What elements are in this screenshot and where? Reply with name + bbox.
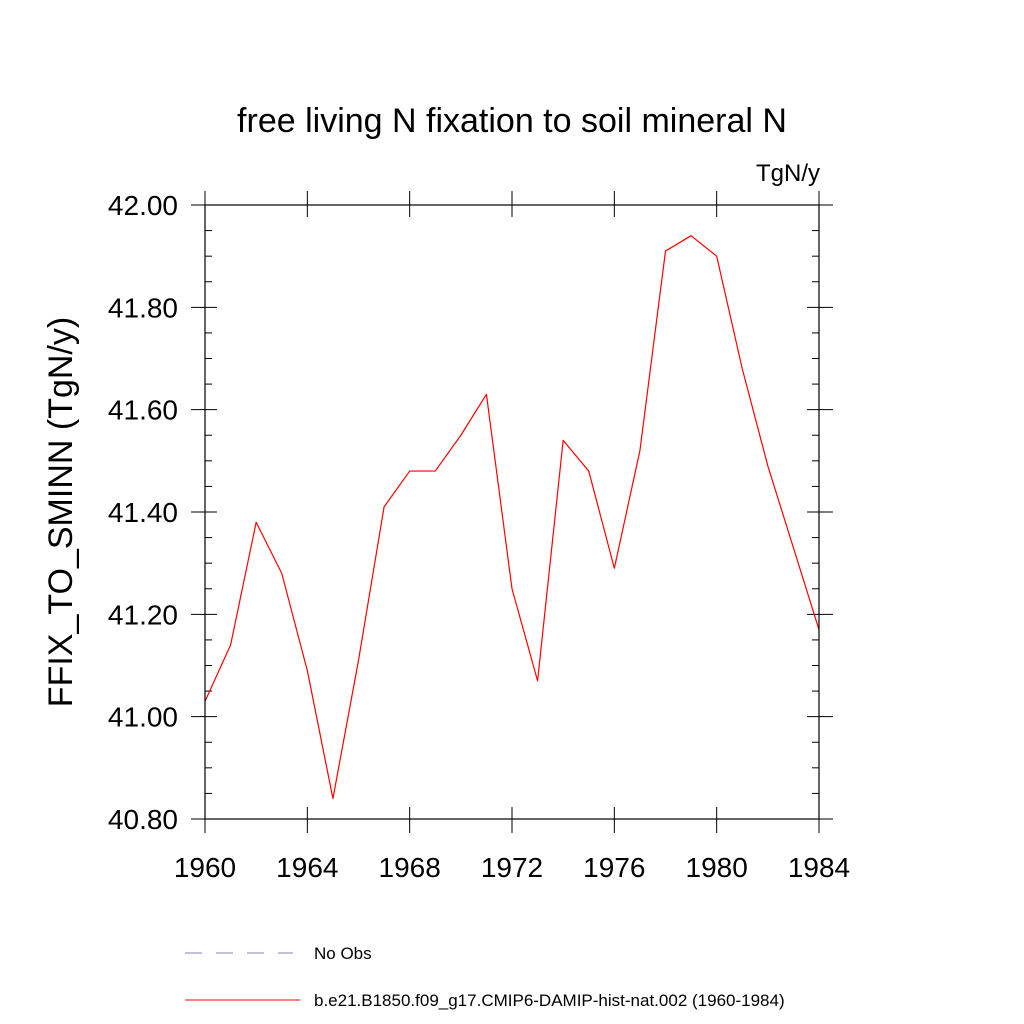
plot-frame (204, 204, 820, 820)
y-tick-label: 41.40 (108, 497, 178, 528)
y-tick-label: 41.80 (108, 292, 178, 323)
y-tick-label: 40.80 (108, 804, 178, 835)
y-tick-label: 42.00 (108, 190, 178, 221)
y-tick-label: 41.00 (108, 702, 178, 733)
x-tick-label: 1980 (686, 852, 748, 883)
y-tick-label: 41.60 (108, 395, 178, 426)
x-tick-label: 1960 (174, 852, 236, 883)
x-tick-label: 1976 (583, 852, 645, 883)
x-tick-label: 1968 (379, 852, 441, 883)
series-layer (204, 235, 820, 800)
axis-tick-labels: 1960 1964 1968 1972 1976 1980 1984 40.80 41.00 41… (108, 190, 850, 883)
legend-label-no-obs: No Obs (314, 944, 372, 963)
series-line-0 (204, 235, 820, 800)
chart-title: free living N fixation to soil mineral N (237, 102, 787, 140)
y-tick-label: 41.20 (108, 599, 178, 630)
x-tick-label: 1984 (788, 852, 850, 883)
axis-ticks (191, 191, 833, 833)
y-axis-label: FFIX_TO_SMINN (TgN/y) (42, 317, 80, 707)
legend-label-model-run: b.e21.B1850.f09_g17.CMIP6-DAMIP-hist-nat… (314, 991, 785, 1010)
legend: No Obs b.e21.B1850.f09_g17.CMIP6-DAMIP-h… (185, 944, 785, 1010)
units-label: TgN/y (756, 160, 820, 187)
x-tick-label: 1972 (481, 852, 543, 883)
x-tick-label: 1964 (276, 852, 338, 883)
